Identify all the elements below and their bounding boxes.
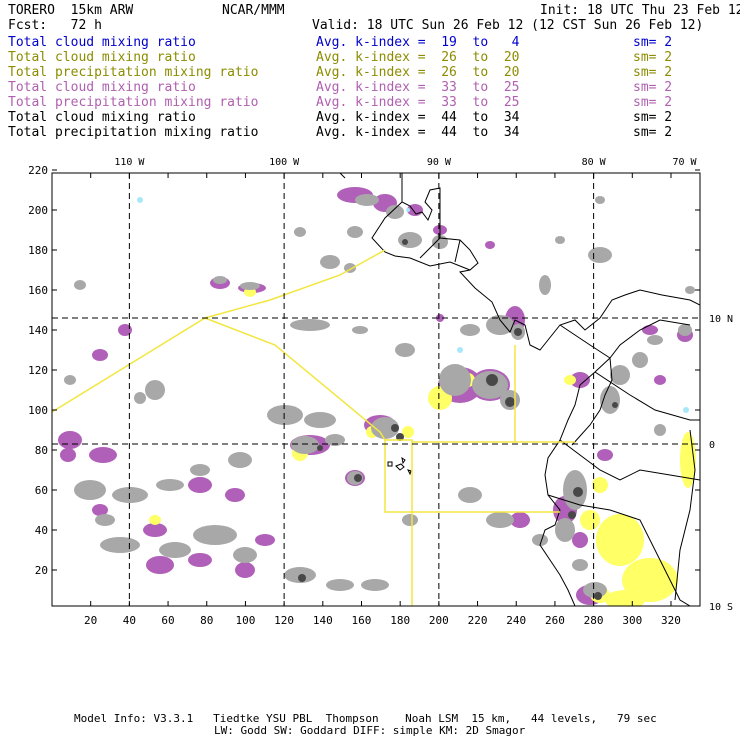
coastlines	[339, 173, 700, 606]
lat-lon-grid	[52, 173, 700, 606]
y-tick-label: 120	[28, 364, 48, 377]
y-tick-label: 220	[28, 164, 48, 177]
map-frame	[51, 172, 701, 607]
y-tick-label: 180	[28, 244, 48, 257]
longitude-label: 70 W	[672, 157, 697, 168]
legend-stat: Avg. k-index = 44 to 34	[316, 125, 520, 140]
legend-sm: sm= 2	[633, 35, 673, 50]
legend-sm: sm= 2	[633, 65, 673, 80]
region-outlines	[52, 249, 575, 606]
organization-label: NCAR/MMM	[222, 3, 285, 18]
legend-field: Total precipitation mixing ratio	[8, 95, 259, 110]
longitude-label: 90 W	[427, 157, 452, 168]
physics-info: LW: Godd SW: Goddard DIFF: simple KM: 2D…	[214, 724, 526, 737]
legend-stat: Avg. k-index = 44 to 34	[316, 110, 520, 125]
longitude-label: 100 W	[269, 157, 300, 168]
legend-sm: sm= 2	[633, 95, 673, 110]
legend-field: Total cloud mixing ratio	[8, 35, 196, 50]
precip-yellow-areas	[149, 287, 696, 606]
x-tick-label: 280	[584, 614, 604, 627]
legend-field: Total cloud mixing ratio	[8, 50, 196, 65]
x-tick-label: 200	[429, 614, 449, 627]
legend-stat: Avg. k-index = 33 to 25	[316, 95, 520, 110]
x-tick-label: 240	[506, 614, 526, 627]
legend-sm: sm= 2	[633, 125, 673, 140]
x-tick-label: 160	[352, 614, 372, 627]
model-info: Model Info: V3.3.1 Tiedtke YSU PBL Thomp…	[74, 712, 657, 725]
y-tick-label: 40	[35, 524, 48, 537]
y-tick-label: 100	[28, 404, 48, 417]
latitude-label: 10 N	[709, 314, 733, 325]
latitude-labels: 10 N 0 10 S	[709, 314, 733, 613]
legend-sm: sm= 2	[633, 50, 673, 65]
x-tick-label: 120	[274, 614, 294, 627]
model-title: TORERO 15km ARW	[8, 3, 134, 18]
latitude-label: 0	[709, 440, 715, 451]
y-tick-label: 140	[28, 324, 48, 337]
x-tick-label: 80	[200, 614, 213, 627]
x-tick-label: 60	[161, 614, 174, 627]
x-tick-label: 20	[84, 614, 97, 627]
x-tick-label: 140	[313, 614, 333, 627]
x-tick-label: 180	[390, 614, 410, 627]
y-axis-ticks: 20 40 60 80 100 120 140 160 180 200 220	[28, 164, 700, 577]
legend-field: Total precipitation mixing ratio	[8, 65, 259, 80]
x-tick-label: 40	[123, 614, 136, 627]
x-tick-label: 300	[622, 614, 642, 627]
legend-sm: sm= 2	[633, 110, 673, 125]
legend-stat: Avg. k-index = 19 to 4	[316, 35, 520, 50]
x-tick-label: 100	[235, 614, 255, 627]
longitude-label: 110 W	[114, 157, 145, 168]
x-tick-label: 320	[661, 614, 681, 627]
longitude-labels: 110 W 100 W 90 W 80 W 70 W	[114, 157, 697, 168]
legend-stat: Avg. k-index = 26 to 20	[316, 65, 520, 80]
legend-field: Total precipitation mixing ratio	[8, 125, 259, 140]
x-tick-label: 220	[468, 614, 488, 627]
y-tick-label: 200	[28, 204, 48, 217]
legend-field: Total cloud mixing ratio	[8, 80, 196, 95]
x-tick-label: 260	[545, 614, 565, 627]
x-axis-ticks: 20 40 60 80 100 120 140 160 180 200 220 240 260 280 30…	[84, 173, 681, 627]
init-time: Init: 18 UTC Thu 23 Feb 12	[540, 3, 740, 18]
legend-stat: Avg. k-index = 33 to 25	[316, 80, 520, 95]
forecast-hour: Fcst: 72 h	[8, 18, 102, 33]
cloud-cyan-specks	[137, 197, 689, 413]
y-tick-label: 60	[35, 484, 48, 497]
y-tick-label: 20	[35, 564, 48, 577]
legend-stat: Avg. k-index = 26 to 20	[316, 50, 520, 65]
longitude-label: 80 W	[582, 157, 607, 168]
valid-time: Valid: 18 UTC Sun 26 Feb 12 (12 CST Sun …	[312, 18, 704, 33]
y-tick-label: 160	[28, 284, 48, 297]
legend-field: Total cloud mixing ratio	[8, 110, 196, 125]
cloud-dark-cores	[298, 239, 618, 600]
latitude-label: 10 S	[709, 602, 733, 613]
y-tick-label: 80	[35, 444, 48, 457]
legend-sm: sm= 2	[633, 80, 673, 95]
